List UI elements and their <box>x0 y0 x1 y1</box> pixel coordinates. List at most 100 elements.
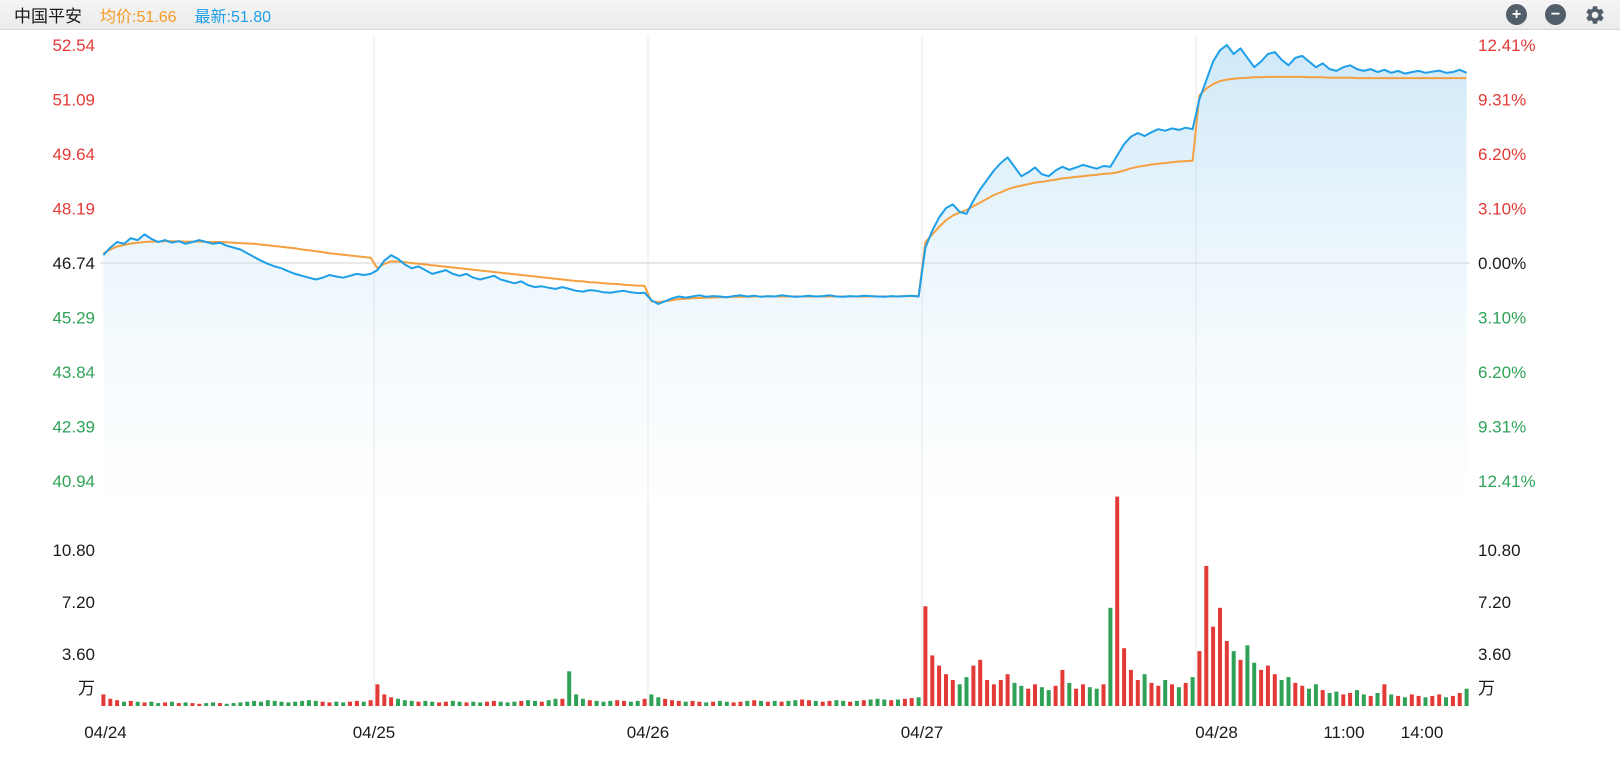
volume-bar <box>279 701 284 706</box>
volume-bar <box>875 698 880 706</box>
volume-bar <box>1211 626 1216 706</box>
volume-bar <box>649 694 654 706</box>
volume-bar <box>457 701 462 706</box>
volume-bar <box>1156 685 1161 706</box>
volume-bar <box>300 700 305 706</box>
volume-axis-label: 3.60 <box>62 645 95 664</box>
volume-bar <box>738 701 743 706</box>
volume-bar <box>122 701 126 706</box>
volume-bar <box>265 700 270 706</box>
volume-bar <box>1012 682 1017 706</box>
volume-bar <box>1115 496 1120 706</box>
volume-bar <box>1286 677 1291 706</box>
volume-bar <box>1005 674 1010 706</box>
volume-bar <box>745 700 750 706</box>
volume-bar <box>957 684 962 706</box>
volume-bar <box>1389 694 1394 706</box>
percent-axis-label: 9.31% <box>1478 91 1526 110</box>
volume-bar <box>1265 665 1270 706</box>
volume-bar <box>1190 677 1195 706</box>
volume-bar <box>704 702 709 706</box>
volume-bar <box>937 665 942 706</box>
volume-bar <box>587 700 592 706</box>
volume-bar <box>341 702 346 706</box>
volume-bar <box>1163 680 1168 706</box>
latest-price-label: 最新:51.80 <box>194 8 272 26</box>
volume-bar <box>1409 694 1414 706</box>
volume-bar <box>1238 659 1243 706</box>
volume-bar <box>580 698 585 706</box>
volume-bar <box>916 697 921 706</box>
volume-bar <box>361 701 366 706</box>
volume-bar <box>663 698 668 706</box>
price-axis-label: 51.09 <box>52 91 95 110</box>
volume-bar <box>1033 684 1037 706</box>
volume-bar <box>574 694 579 706</box>
stock-price-chart[interactable]: 52.54 51.09 49.64 48.19 46.74 45.29 43.84 42.39… <box>0 30 1620 766</box>
volume-bar <box>1197 651 1202 706</box>
volume-bar <box>889 700 894 706</box>
volume-bar <box>998 680 1003 706</box>
volume-bar <box>752 700 757 706</box>
volume-bar <box>1444 697 1448 706</box>
average-price-label: 均价:51.66 <box>100 8 177 26</box>
price-axis-label: 45.29 <box>52 309 95 328</box>
volume-bar <box>950 680 955 706</box>
volume-bar <box>204 703 209 706</box>
price-axis-label: 40.94 <box>52 472 95 491</box>
volume-bar <box>1108 607 1113 706</box>
volume-bar <box>786 700 791 706</box>
volume-bar <box>1087 687 1092 706</box>
volume-bar <box>1067 682 1072 706</box>
volume-bar <box>717 700 722 706</box>
volume-bar <box>478 702 483 706</box>
volume-bar <box>505 702 510 706</box>
percent-axis-label: 3.10% <box>1478 309 1526 328</box>
volume-bar <box>971 665 976 706</box>
price-axis-label: 46.74 <box>52 254 95 273</box>
percent-axis-label: 0.00% <box>1478 254 1526 273</box>
volume-bar <box>1457 693 1462 706</box>
volume-bar <box>533 700 537 706</box>
volume-bar <box>1327 693 1332 706</box>
volume-bar <box>156 703 161 706</box>
zoom-out-icon[interactable]: − <box>1545 4 1566 25</box>
volume-bar <box>1334 691 1339 706</box>
volume-bar <box>601 701 606 706</box>
toolbar-icons: + − <box>1506 4 1606 26</box>
volume-bar <box>546 700 551 706</box>
volume-bar <box>231 703 236 706</box>
volume-bar <box>1416 695 1421 706</box>
volume-bar <box>430 701 435 706</box>
volume-axis-label: 7.20 <box>62 593 95 612</box>
x-axis-label: 04/28 <box>1195 723 1238 742</box>
volume-bar <box>765 701 770 706</box>
volume-bar <box>211 702 215 706</box>
volume-bar <box>327 702 332 706</box>
volume-axis-label: 10.80 <box>1478 541 1521 560</box>
volume-bar <box>108 698 113 706</box>
volume-bar <box>670 700 674 706</box>
volume-bar <box>1122 648 1127 706</box>
volume-bar <box>1053 685 1058 706</box>
volume-bar <box>813 700 818 706</box>
stock-name: 中国平安 <box>14 7 82 26</box>
volume-bar <box>930 655 935 706</box>
zoom-in-icon[interactable]: + <box>1506 4 1527 25</box>
x-axis-label: 11:00 <box>1323 723 1364 742</box>
percent-axis-label: 3.10% <box>1478 200 1526 219</box>
x-axis-label: 04/25 <box>353 723 396 742</box>
volume-bar <box>759 700 763 706</box>
volume-bar <box>615 700 620 706</box>
top-bar: 中国平安 均价:51.66 最新:51.80 + − <box>0 0 1620 30</box>
price-area-fill <box>103 45 1467 500</box>
settings-gear-icon[interactable] <box>1584 4 1606 26</box>
volume-bar <box>149 701 154 706</box>
volume-bar <box>1039 687 1044 706</box>
price-axis-label: 42.39 <box>52 418 95 437</box>
volume-bar <box>135 701 140 706</box>
volume-bar <box>827 700 832 706</box>
volume-bar <box>416 701 421 706</box>
volume-bar <box>217 703 222 706</box>
